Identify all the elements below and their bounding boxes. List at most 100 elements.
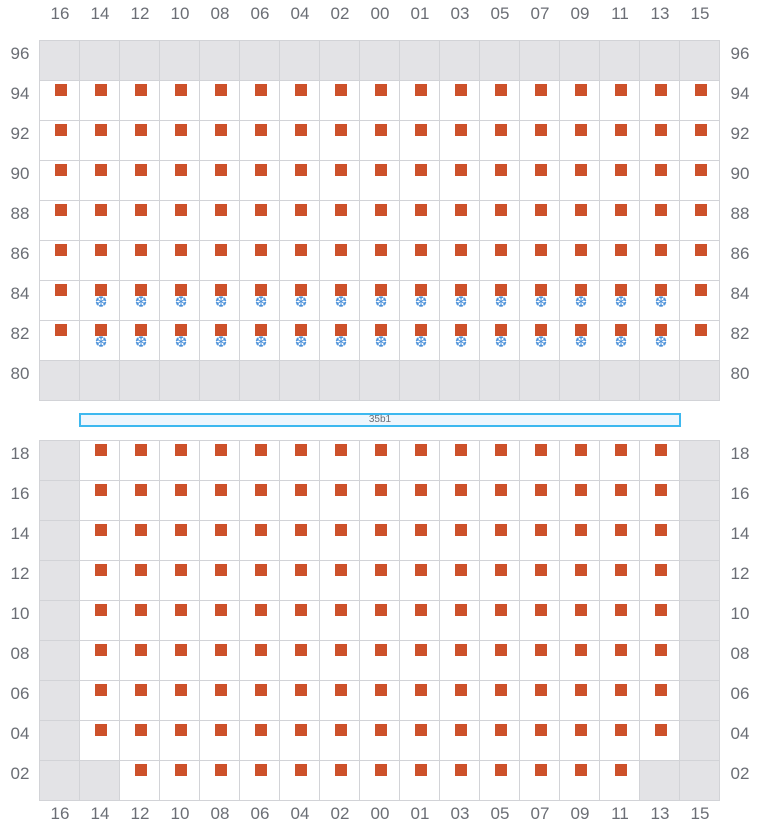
slot-cell-06-05[interactable] [479, 680, 520, 721]
slot-cell-08-09[interactable] [559, 640, 600, 681]
slot-cell-10-00[interactable] [359, 600, 400, 641]
slot-cell-92-14[interactable] [79, 120, 120, 161]
slot-cell-92-11[interactable] [599, 120, 640, 161]
slot-cell-86-04[interactable] [279, 240, 320, 281]
slot-cell-92-04[interactable] [279, 120, 320, 161]
slot-cell-08-05[interactable] [479, 640, 520, 681]
slot-cell-86-01[interactable] [399, 240, 440, 281]
slot-cell-88-00[interactable] [359, 200, 400, 241]
section-banner[interactable]: 35b1 [79, 413, 681, 427]
slot-cell-86-09[interactable] [559, 240, 600, 281]
slot-cell-10-10[interactable] [159, 600, 200, 641]
slot-cell-84-06[interactable]: ❆ [239, 280, 280, 321]
slot-cell-04-08[interactable] [199, 720, 240, 761]
slot-cell-10-01[interactable] [399, 600, 440, 641]
slot-cell-92-07[interactable] [519, 120, 560, 161]
slot-cell-16-09[interactable] [559, 480, 600, 521]
slot-cell-02-07[interactable] [519, 760, 560, 801]
slot-cell-02-11[interactable] [599, 760, 640, 801]
slot-cell-82-09[interactable]: ❆ [559, 320, 600, 361]
slot-cell-86-06[interactable] [239, 240, 280, 281]
slot-cell-86-12[interactable] [119, 240, 160, 281]
slot-cell-10-07[interactable] [519, 600, 560, 641]
slot-cell-92-12[interactable] [119, 120, 160, 161]
slot-cell-92-16[interactable] [39, 120, 80, 161]
slot-cell-06-12[interactable] [119, 680, 160, 721]
slot-cell-08-10[interactable] [159, 640, 200, 681]
slot-cell-84-11[interactable]: ❆ [599, 280, 640, 321]
slot-cell-94-03[interactable] [439, 80, 480, 121]
slot-cell-08-02[interactable] [319, 640, 360, 681]
slot-cell-86-07[interactable] [519, 240, 560, 281]
slot-cell-94-15[interactable] [679, 80, 720, 121]
slot-cell-16-13[interactable] [639, 480, 680, 521]
slot-cell-14-08[interactable] [199, 520, 240, 561]
slot-cell-84-02[interactable]: ❆ [319, 280, 360, 321]
slot-cell-06-04[interactable] [279, 680, 320, 721]
slot-cell-16-02[interactable] [319, 480, 360, 521]
slot-cell-90-14[interactable] [79, 160, 120, 201]
slot-cell-82-00[interactable]: ❆ [359, 320, 400, 361]
slot-cell-02-01[interactable] [399, 760, 440, 801]
slot-cell-14-02[interactable] [319, 520, 360, 561]
slot-cell-06-14[interactable] [79, 680, 120, 721]
slot-cell-04-02[interactable] [319, 720, 360, 761]
slot-cell-84-15[interactable] [679, 280, 720, 321]
slot-cell-84-05[interactable]: ❆ [479, 280, 520, 321]
slot-cell-82-16[interactable] [39, 320, 80, 361]
slot-cell-82-13[interactable]: ❆ [639, 320, 680, 361]
slot-cell-08-06[interactable] [239, 640, 280, 681]
slot-cell-02-02[interactable] [319, 760, 360, 801]
slot-cell-08-01[interactable] [399, 640, 440, 681]
slot-cell-86-15[interactable] [679, 240, 720, 281]
slot-cell-04-11[interactable] [599, 720, 640, 761]
slot-cell-90-08[interactable] [199, 160, 240, 201]
slot-cell-90-15[interactable] [679, 160, 720, 201]
slot-cell-94-16[interactable] [39, 80, 80, 121]
slot-cell-84-10[interactable]: ❆ [159, 280, 200, 321]
slot-cell-10-09[interactable] [559, 600, 600, 641]
slot-cell-18-11[interactable] [599, 440, 640, 481]
slot-cell-86-16[interactable] [39, 240, 80, 281]
slot-cell-18-14[interactable] [79, 440, 120, 481]
slot-cell-94-00[interactable] [359, 80, 400, 121]
slot-cell-14-14[interactable] [79, 520, 120, 561]
slot-cell-06-07[interactable] [519, 680, 560, 721]
slot-cell-82-02[interactable]: ❆ [319, 320, 360, 361]
slot-cell-14-01[interactable] [399, 520, 440, 561]
slot-cell-94-12[interactable] [119, 80, 160, 121]
slot-cell-94-07[interactable] [519, 80, 560, 121]
slot-cell-06-00[interactable] [359, 680, 400, 721]
slot-cell-16-06[interactable] [239, 480, 280, 521]
slot-cell-18-04[interactable] [279, 440, 320, 481]
slot-cell-86-00[interactable] [359, 240, 400, 281]
slot-cell-10-13[interactable] [639, 600, 680, 641]
slot-cell-16-14[interactable] [79, 480, 120, 521]
slot-cell-82-14[interactable]: ❆ [79, 320, 120, 361]
slot-cell-82-06[interactable]: ❆ [239, 320, 280, 361]
slot-cell-90-07[interactable] [519, 160, 560, 201]
slot-cell-88-02[interactable] [319, 200, 360, 241]
slot-cell-08-13[interactable] [639, 640, 680, 681]
slot-cell-04-07[interactable] [519, 720, 560, 761]
slot-cell-06-02[interactable] [319, 680, 360, 721]
slot-cell-08-04[interactable] [279, 640, 320, 681]
slot-cell-12-02[interactable] [319, 560, 360, 601]
slot-cell-18-13[interactable] [639, 440, 680, 481]
slot-cell-88-05[interactable] [479, 200, 520, 241]
slot-cell-16-08[interactable] [199, 480, 240, 521]
slot-cell-84-16[interactable] [39, 280, 80, 321]
slot-cell-14-00[interactable] [359, 520, 400, 561]
slot-cell-18-07[interactable] [519, 440, 560, 481]
slot-cell-94-06[interactable] [239, 80, 280, 121]
slot-cell-08-11[interactable] [599, 640, 640, 681]
slot-cell-84-00[interactable]: ❆ [359, 280, 400, 321]
slot-cell-92-00[interactable] [359, 120, 400, 161]
slot-cell-04-10[interactable] [159, 720, 200, 761]
slot-cell-90-04[interactable] [279, 160, 320, 201]
slot-cell-90-02[interactable] [319, 160, 360, 201]
slot-cell-04-05[interactable] [479, 720, 520, 761]
slot-cell-92-02[interactable] [319, 120, 360, 161]
slot-cell-10-03[interactable] [439, 600, 480, 641]
slot-cell-02-08[interactable] [199, 760, 240, 801]
